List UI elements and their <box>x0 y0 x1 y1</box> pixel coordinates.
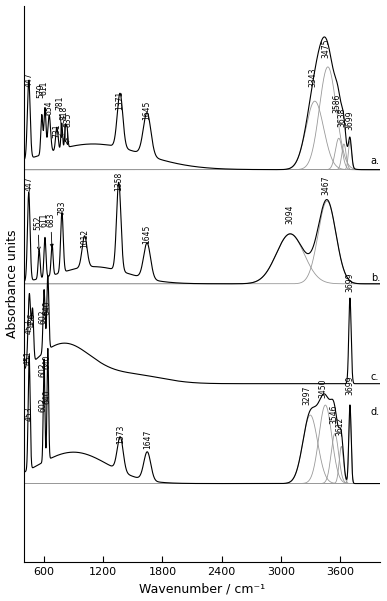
Text: a.: a. <box>371 156 380 166</box>
Text: 602: 602 <box>39 398 48 412</box>
Text: 552: 552 <box>33 215 43 250</box>
Text: 602: 602 <box>39 310 48 324</box>
Text: 3638: 3638 <box>338 108 347 127</box>
Text: 447: 447 <box>24 177 33 191</box>
Text: 640: 640 <box>43 389 52 404</box>
Text: 835: 835 <box>63 112 72 144</box>
Text: c.: c. <box>371 371 379 382</box>
Text: 1358: 1358 <box>114 172 123 191</box>
Text: 451: 451 <box>24 350 33 365</box>
Text: 3297: 3297 <box>303 386 312 405</box>
Text: 3467: 3467 <box>321 176 330 195</box>
Text: 3699: 3699 <box>346 110 354 130</box>
Text: 1645: 1645 <box>142 224 152 244</box>
Text: 3094: 3094 <box>286 204 295 224</box>
Text: 781: 781 <box>55 96 64 138</box>
Text: 3343: 3343 <box>308 67 317 87</box>
Text: 640: 640 <box>43 355 52 370</box>
Text: 3612: 3612 <box>336 417 344 436</box>
Text: d.: d. <box>371 407 380 417</box>
Text: 453: 453 <box>25 319 34 334</box>
Text: 486: 486 <box>27 312 36 326</box>
Text: 579: 579 <box>36 84 45 99</box>
Text: 783: 783 <box>57 201 67 215</box>
Y-axis label: Absorbance units: Absorbance units <box>5 230 19 338</box>
Text: 3699: 3699 <box>346 273 354 292</box>
Text: 1012: 1012 <box>80 229 89 248</box>
Text: 447: 447 <box>24 72 33 87</box>
Text: 453: 453 <box>25 406 34 421</box>
Text: 3546: 3546 <box>329 404 338 424</box>
Text: 683: 683 <box>46 212 55 247</box>
Text: 1647: 1647 <box>143 430 152 450</box>
Text: 3450: 3450 <box>319 379 327 398</box>
Text: 731: 731 <box>52 124 61 138</box>
Text: 611: 611 <box>39 81 48 96</box>
Text: 818: 818 <box>60 105 69 142</box>
Text: 1373: 1373 <box>116 424 125 444</box>
X-axis label: Wavenumber / cm⁻¹: Wavenumber / cm⁻¹ <box>139 582 265 596</box>
Text: 1371: 1371 <box>115 91 125 110</box>
Text: 3699: 3699 <box>345 376 354 395</box>
Text: 640: 640 <box>43 300 52 315</box>
Text: 654: 654 <box>45 101 54 115</box>
Text: 3475: 3475 <box>322 39 331 58</box>
Text: 1645: 1645 <box>142 100 152 120</box>
Text: 3586: 3586 <box>332 93 341 112</box>
Text: 602: 602 <box>39 362 48 377</box>
Text: b.: b. <box>371 273 380 283</box>
Text: 611: 611 <box>39 212 48 227</box>
